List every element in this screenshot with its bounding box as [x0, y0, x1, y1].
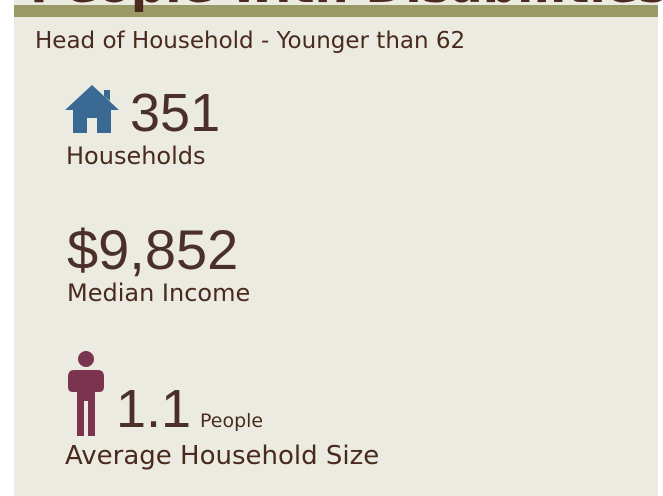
stat-value: $9,852 — [67, 218, 239, 281]
title-bar — [14, 5, 658, 17]
stat-label: Households — [66, 142, 206, 170]
panel — [14, 0, 658, 496]
stat-value: 1.1 — [116, 379, 192, 439]
stat-label: Average Household Size — [65, 441, 380, 471]
title: People with Disabilities — [30, 0, 663, 10]
person-icon — [68, 351, 104, 436]
house-icon — [65, 85, 119, 133]
stat-value: 351 — [130, 83, 221, 143]
subtitle: Head of Household - Younger than 62 — [35, 28, 466, 54]
stat-unit: People — [200, 410, 264, 432]
stat-label: Median Income — [67, 279, 251, 307]
